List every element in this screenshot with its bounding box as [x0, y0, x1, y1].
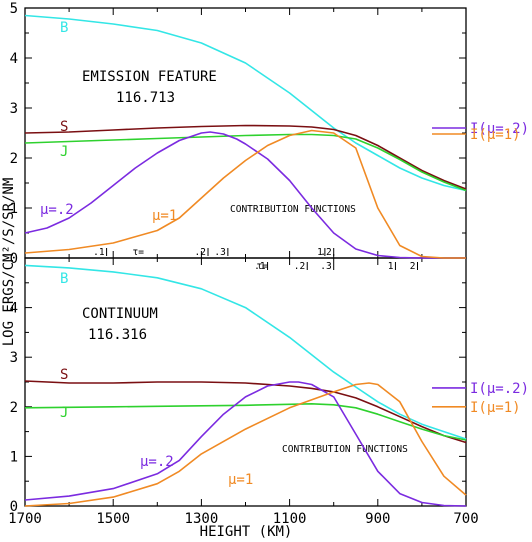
tau-mark-label: 2: [410, 261, 416, 272]
tau-mark-label: .1: [93, 247, 105, 258]
x-tick-label: 700: [453, 511, 478, 527]
series-label: μ=1: [228, 472, 253, 488]
series-line-S: [24, 124, 467, 190]
data-series: [24, 14, 467, 507]
tau-mark-label: 1: [317, 247, 323, 258]
y-tick-label: 3: [10, 101, 18, 117]
y-tick-label: 0: [10, 499, 18, 515]
bottom-contribution-label: CONTRIBUTION FUNCTIONS: [282, 444, 408, 455]
x-tick-label: 1100: [273, 511, 307, 527]
x-tick-label: 1500: [96, 511, 130, 527]
series-label: B: [60, 271, 68, 287]
series-label: μ=1: [152, 208, 177, 224]
x-tick-label: 900: [365, 511, 390, 527]
side-label: I(μ=.2): [470, 381, 529, 397]
y-tick-label: 1: [10, 201, 18, 217]
series-label: B: [60, 20, 68, 36]
y-tick-label: 0: [10, 251, 18, 267]
y-tick-label: 5: [10, 1, 18, 17]
series-line-mu1: [24, 129, 466, 259]
panel-frame-top: [24, 7, 467, 259]
tau-mark-label: .3: [214, 247, 225, 258]
side-label: I(μ=.2): [470, 121, 529, 137]
series-line-J: [24, 402, 467, 441]
side-label: I(μ=1): [470, 127, 521, 143]
x-tick-label: 1700: [8, 511, 42, 527]
series-label: S: [60, 119, 68, 135]
x-axis-label: HEIGHT (KM): [200, 524, 293, 540]
tau-mark-label: .1: [254, 261, 266, 272]
y-axis-label: LOG ERGS/CM²/S/SR/NM: [1, 178, 17, 347]
bottom-panel-subtitle: 116.316: [88, 327, 147, 343]
series-label: μ=.2: [140, 454, 174, 470]
y-tick-label: 3: [10, 350, 18, 366]
series-line-B: [24, 14, 467, 192]
y-tick-label: 1: [10, 449, 18, 465]
series-line-S: [24, 380, 467, 444]
series-line-B: [24, 264, 467, 440]
series-line-mu2: [24, 381, 467, 507]
tau-mark-label: .2: [320, 247, 331, 258]
series-label: J: [60, 144, 68, 160]
tau-mark-label: .3: [320, 261, 331, 272]
tau-mark-label: .2: [195, 247, 206, 258]
y-tick-label: 4: [10, 51, 18, 67]
tau-mark-label: .2: [294, 261, 305, 272]
series-label: S: [60, 367, 68, 383]
y-tick-label: 4: [10, 301, 18, 317]
top-contribution-label: CONTRIBUTION FUNCTIONS: [230, 204, 356, 215]
y-tick-label: 2: [10, 151, 18, 167]
panel-frames: 0 1 2 3 4 5 0 1 2 3 4 1700 1500 1300 1100 900 700: [8, 1, 479, 527]
tau-scale-prefix: τ=: [133, 247, 145, 258]
y-tick-label: 2: [10, 400, 18, 416]
bottom-panel-title: CONTINUUM: [82, 306, 158, 322]
series-label: J: [60, 405, 68, 421]
top-panel-title: EMISSION FEATURE: [82, 69, 217, 85]
series-line-mu2: [24, 131, 466, 259]
tau-scale-prefix: τ=: [257, 261, 269, 272]
panel-frame-bottom: [24, 257, 467, 507]
series-line-J: [24, 133, 467, 192]
tau-mark-label: 1: [388, 261, 394, 272]
series-line-mu1: [24, 382, 467, 507]
series-label: μ=.2: [40, 202, 74, 218]
x-tick-label: 1300: [185, 511, 219, 527]
side-label: I(μ=1): [470, 400, 521, 416]
top-panel-subtitle: 116.713: [116, 90, 175, 106]
